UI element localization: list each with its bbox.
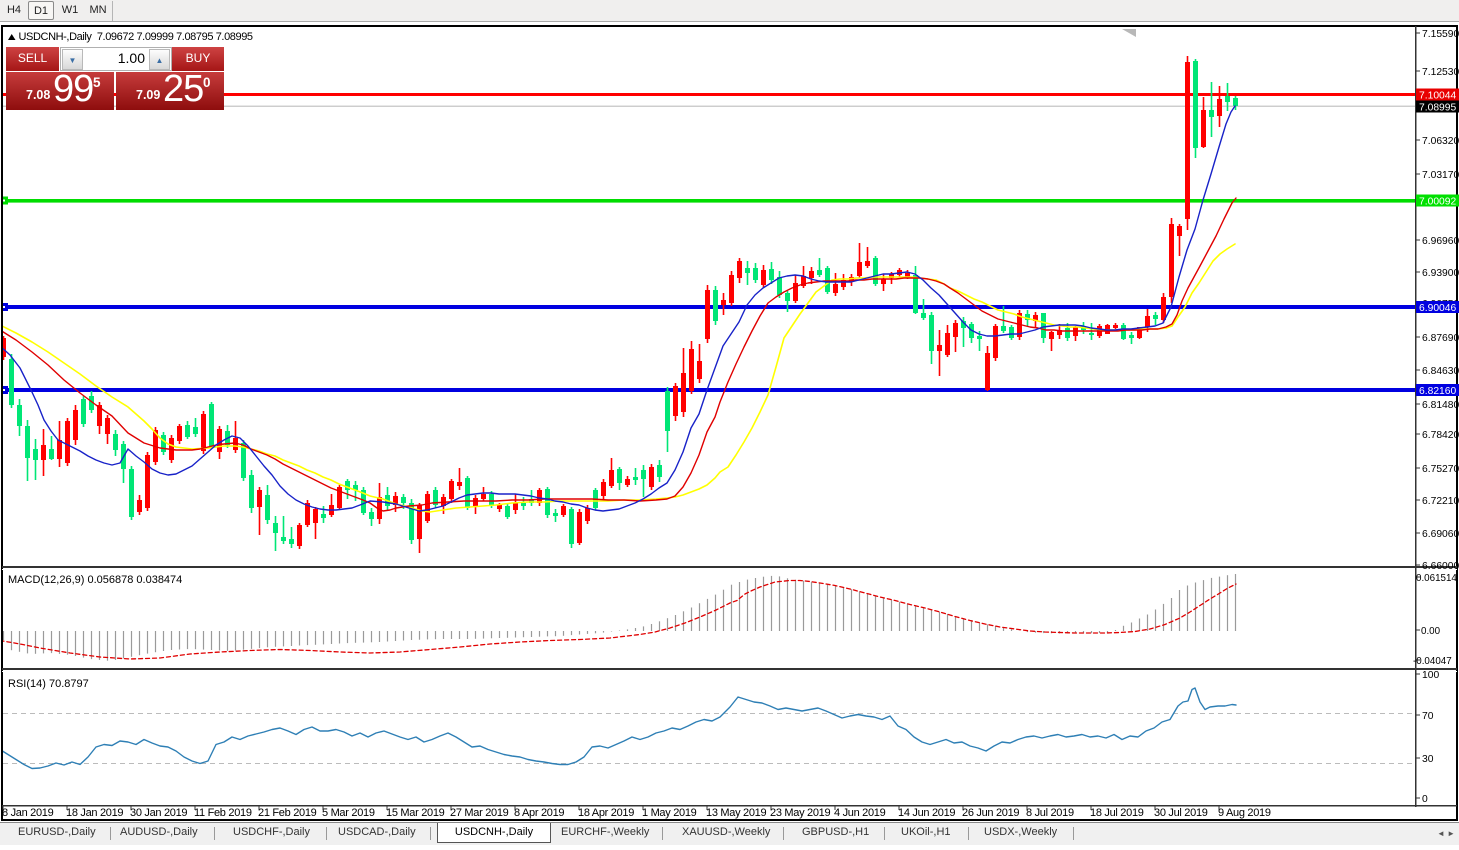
svg-text:23 May 2019: 23 May 2019 (770, 807, 830, 819)
svg-text:0: 0 (1422, 794, 1428, 805)
svg-text:RSI(14) 70.8797: RSI(14) 70.8797 (8, 678, 89, 690)
svg-text:6.75270: 6.75270 (1422, 464, 1459, 475)
svg-text:0.061514: 0.061514 (1416, 573, 1457, 584)
svg-text:7.12530: 7.12530 (1422, 67, 1459, 78)
svg-text:6.87690: 6.87690 (1422, 333, 1459, 344)
svg-text:1 May 2019: 1 May 2019 (642, 807, 697, 819)
svg-text:USDCNH-,Daily 7.09672 7.09999: USDCNH-,Daily 7.09672 7.09999 7.08795 7.… (19, 31, 253, 43)
svg-text:0.00: 0.00 (1421, 626, 1441, 637)
svg-text:15 Mar 2019: 15 Mar 2019 (386, 807, 445, 819)
svg-text:6.93900: 6.93900 (1422, 268, 1459, 279)
svg-text:6.81480: 6.81480 (1422, 400, 1459, 411)
svg-text:30: 30 (1422, 754, 1434, 765)
svg-text:18 Jul 2019: 18 Jul 2019 (1090, 807, 1144, 819)
svg-text:8 Jul 2019: 8 Jul 2019 (1026, 807, 1074, 819)
svg-text:5 Mar 2019: 5 Mar 2019 (322, 807, 375, 819)
svg-text:6.96960: 6.96960 (1422, 236, 1459, 247)
svg-text:26 Jun 2019: 26 Jun 2019 (962, 807, 1019, 819)
svg-text:4 Jun 2019: 4 Jun 2019 (834, 807, 886, 819)
svg-text:6.72210: 6.72210 (1422, 496, 1459, 507)
svg-text:7.10044: 7.10044 (1419, 91, 1456, 102)
svg-text:13 May 2019: 13 May 2019 (706, 807, 766, 819)
svg-text:6.78420: 6.78420 (1422, 430, 1459, 441)
svg-text:6.84630: 6.84630 (1422, 366, 1459, 377)
svg-text:6.90046: 6.90046 (1419, 303, 1456, 314)
svg-text:30 Jul 2019: 30 Jul 2019 (1154, 807, 1208, 819)
svg-text:18 Apr 2019: 18 Apr 2019 (578, 807, 634, 819)
svg-text:6.66000: 6.66000 (1422, 561, 1459, 572)
svg-text:18 Jan 2019: 18 Jan 2019 (66, 807, 123, 819)
svg-text:7.15590: 7.15590 (1422, 29, 1459, 40)
svg-text:30 Jan 2019: 30 Jan 2019 (130, 807, 187, 819)
svg-text:6.82160: 6.82160 (1419, 386, 1456, 397)
svg-text:8 Jan 2019: 8 Jan 2019 (2, 807, 54, 819)
svg-text:7.06320: 7.06320 (1422, 136, 1459, 147)
svg-text:7.00092: 7.00092 (1419, 197, 1456, 208)
svg-text:-0.04047: -0.04047 (1413, 656, 1452, 667)
svg-text:14 Jun 2019: 14 Jun 2019 (898, 807, 955, 819)
svg-text:21 Feb 2019: 21 Feb 2019 (258, 807, 317, 819)
svg-text:7.08995: 7.08995 (1419, 103, 1456, 114)
svg-text:100: 100 (1422, 670, 1439, 681)
svg-text:8 Apr 2019: 8 Apr 2019 (514, 807, 564, 819)
svg-text:MACD(12,26,9) 0.056878 0.03847: MACD(12,26,9) 0.056878 0.038474 (8, 574, 182, 586)
svg-text:70: 70 (1422, 711, 1434, 722)
svg-text:11 Feb 2019: 11 Feb 2019 (194, 807, 252, 819)
svg-text:6.69060: 6.69060 (1422, 529, 1459, 540)
svg-text:7.03170: 7.03170 (1422, 170, 1459, 181)
svg-text:27 Mar 2019: 27 Mar 2019 (450, 807, 509, 819)
svg-text:9 Aug 2019: 9 Aug 2019 (1218, 807, 1271, 819)
